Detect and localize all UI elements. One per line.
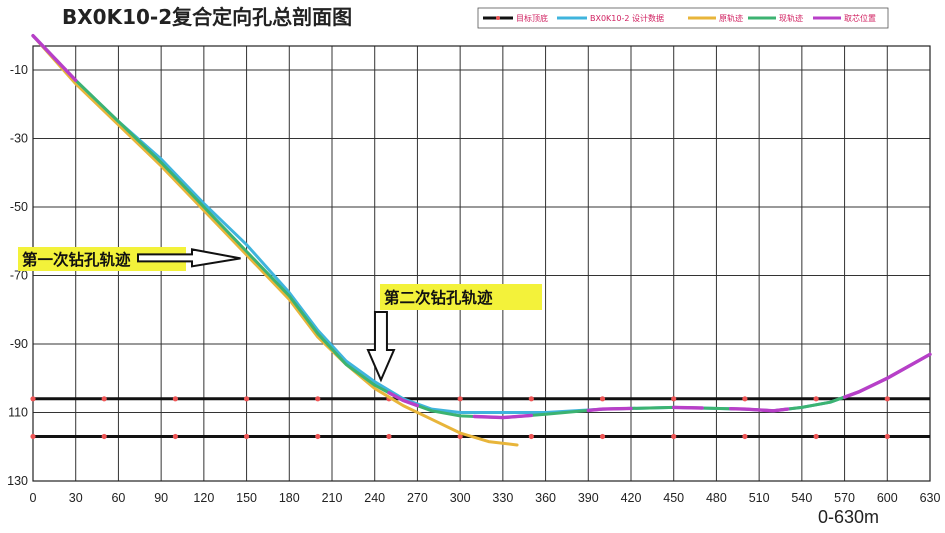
coring-segment	[472, 413, 533, 420]
coring-segment	[387, 391, 420, 408]
series-line	[31, 34, 519, 447]
x-tick-label: 330	[492, 491, 513, 505]
target-layer-marker	[243, 433, 250, 440]
coring-segment	[586, 406, 633, 413]
legend-item: 目标顶底	[483, 13, 548, 23]
x-tick-label: 180	[279, 491, 300, 505]
x-axis-ticks: 0 30 60 90 120 150 180 210 240 270 300 330 360 390 420…	[30, 491, 941, 505]
x-tick-label: 450	[663, 491, 684, 505]
x-tick-label: 540	[791, 491, 812, 505]
x-range-label: 0-630m	[818, 507, 879, 527]
x-tick-label: 60	[111, 491, 125, 505]
annotation-second-drilling: 第二次钻孔轨迹	[366, 284, 542, 383]
x-tick-label: 570	[834, 491, 855, 505]
target-layer-marker	[813, 433, 819, 440]
target-layer-marker	[528, 433, 534, 440]
annotation-arrow-down	[366, 311, 396, 383]
target-layer-marker	[742, 433, 748, 440]
x-tick-label: 30	[69, 491, 83, 505]
legend-label: 目标顶底	[516, 13, 548, 23]
target-layer-marker	[671, 396, 677, 402]
target-layer-marker	[101, 396, 107, 402]
target-layers	[30, 396, 930, 440]
annotation-arrow-right	[137, 248, 241, 268]
x-tick-label: 390	[578, 491, 599, 505]
y-tick-label: -50	[10, 200, 28, 214]
x-tick-label: 600	[877, 491, 898, 505]
target-layer-marker	[884, 433, 890, 440]
legend-item: BX0K10-2 设计数据	[557, 13, 664, 23]
x-tick-label: 210	[322, 491, 343, 505]
x-tick-label: 90	[154, 491, 168, 505]
legend: 目标顶底 BX0K10-2 设计数据 原轨迹 现轨迹 取芯位置	[477, 7, 889, 29]
y-tick-label: -30	[10, 131, 28, 145]
x-tick-label: 630	[920, 491, 941, 505]
target-layer-marker	[386, 433, 392, 440]
legend-item: 原轨迹	[688, 13, 743, 23]
x-tick-label: 510	[749, 491, 770, 505]
legend-label: 现轨迹	[779, 13, 803, 23]
target-layer-marker	[599, 433, 606, 440]
legend-item: 现轨迹	[748, 13, 803, 23]
target-layer-marker	[30, 433, 36, 440]
coring-segment	[842, 352, 932, 399]
target-layer-marker	[101, 433, 107, 440]
coring-segment	[729, 407, 790, 413]
target-layer-marker	[457, 433, 463, 440]
annotation-highlight	[380, 284, 542, 310]
x-tick-label: 360	[535, 491, 556, 505]
y-tick-label: -90	[10, 337, 28, 351]
legend-item: 取芯位置	[813, 13, 876, 23]
target-layer-marker	[671, 433, 677, 440]
target-layer-marker	[315, 396, 321, 402]
target-layer-marker	[599, 396, 606, 402]
series-line	[31, 34, 932, 420]
x-tick-label: 0	[30, 491, 37, 505]
legend-label: 取芯位置	[844, 13, 876, 23]
y-tick-label: -10	[10, 63, 28, 77]
target-layer-marker	[742, 396, 748, 402]
y-tick-label: 130	[7, 474, 28, 488]
target-layer-marker	[457, 396, 463, 402]
annotation-first-drilling: 第一次钻孔轨迹	[18, 247, 241, 271]
legend-box	[477, 7, 889, 29]
legend-label: BX0K10-2 设计数据	[590, 13, 664, 23]
x-tick-label: 120	[193, 491, 214, 505]
coring-segment	[672, 405, 704, 410]
x-tick-label: 420	[621, 491, 642, 505]
series-layer	[31, 34, 932, 447]
target-layer-marker	[172, 396, 178, 402]
x-tick-label: 150	[236, 491, 257, 505]
y-tick-label: -70	[10, 268, 28, 282]
x-tick-label: 270	[407, 491, 428, 505]
target-layer-marker	[315, 433, 321, 440]
chart-title: BX0K10-2复合定向孔总剖面图	[62, 5, 352, 29]
y-axis-ticks: -10 -30 -50 -70 -90 110 130	[7, 63, 28, 488]
annotation-label: 第一次钻孔轨迹	[22, 250, 131, 269]
x-tick-label: 480	[706, 491, 727, 505]
legend-marker	[496, 16, 500, 20]
target-layer-marker	[813, 396, 819, 402]
series-line	[31, 34, 932, 414]
annotation-label: 第二次钻孔轨迹	[384, 288, 493, 307]
target-layer-marker	[172, 433, 178, 440]
target-layer-marker	[243, 396, 250, 402]
y-tick-label: 110	[8, 405, 28, 419]
legend-label: 原轨迹	[719, 13, 743, 23]
target-layer-marker	[884, 396, 890, 402]
target-layer-marker	[528, 396, 534, 402]
coring-segment	[31, 34, 78, 82]
x-tick-label: 300	[450, 491, 471, 505]
target-layer-marker	[30, 396, 36, 402]
x-tick-label: 240	[364, 491, 385, 505]
